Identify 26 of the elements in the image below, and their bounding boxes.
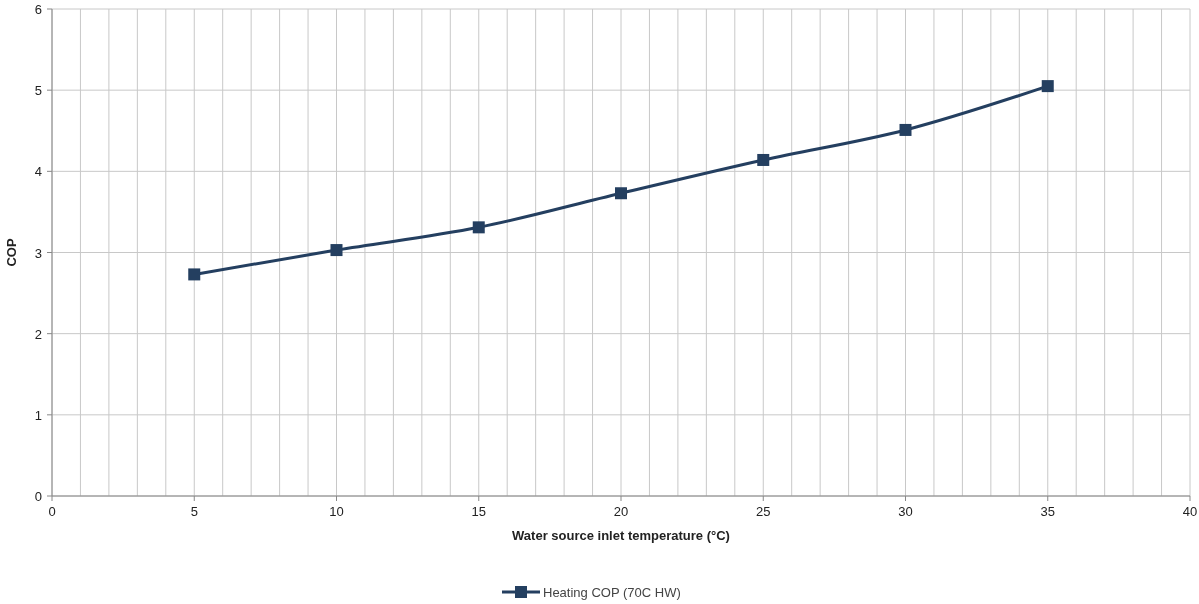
x-tick-label: 10 — [329, 504, 344, 519]
y-tick-label: 2 — [34, 326, 42, 342]
point — [899, 123, 912, 136]
y-tick-label: 6 — [34, 2, 42, 17]
x-tick-label: 35 — [1040, 504, 1055, 519]
y-tick-label: 3 — [34, 245, 42, 261]
x-tick-label: 40 — [1182, 504, 1198, 519]
point — [1041, 80, 1054, 93]
x-tick-label: 30 — [898, 504, 913, 519]
x-tick-label: 20 — [613, 504, 629, 519]
y-tick-label: 0 — [34, 489, 42, 504]
point — [472, 221, 485, 234]
x-tick-label: 5 — [190, 504, 198, 519]
x-tick-label: 25 — [756, 504, 771, 519]
point — [615, 187, 627, 200]
point — [330, 244, 343, 257]
x-tick-label: 15 — [471, 504, 486, 519]
x-tick-label: 0 — [48, 504, 56, 519]
y-tick-label: 5 — [34, 83, 42, 99]
y-axis-title: COP — [4, 238, 19, 267]
x-axis-title: Water source inlet temperature (°C) — [512, 528, 730, 543]
y-tick-label: 1 — [34, 407, 42, 423]
legend-label: Heating COP (70C HW) — [543, 585, 681, 600]
y-tick-label: 4 — [34, 164, 42, 180]
point — [188, 268, 201, 281]
point — [757, 153, 770, 166]
